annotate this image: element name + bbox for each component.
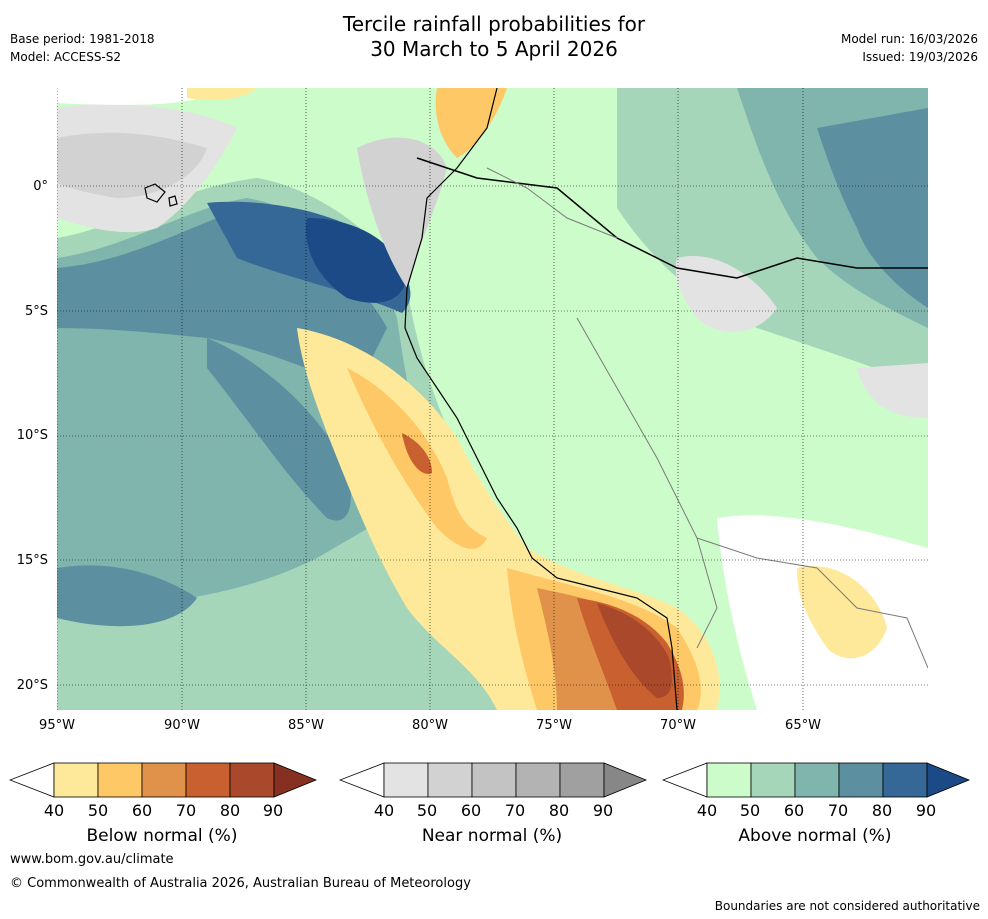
legend-right-extension — [926, 762, 971, 798]
tick-above-60: 60 — [783, 801, 805, 820]
region-near-60 — [57, 132, 207, 198]
legend-swatch — [882, 762, 928, 798]
legend-left-extension — [339, 762, 385, 798]
region-below-se — [797, 566, 887, 659]
tick-above-90: 90 — [915, 801, 937, 820]
region-above-70-south — [57, 565, 197, 627]
footer-disclaimer: Boundaries are not considered authoritat… — [714, 899, 980, 913]
legend-above-normal — [662, 762, 971, 798]
gridlines — [57, 88, 928, 710]
footer-url: www.bom.gov.au/climate — [10, 852, 174, 867]
tick-near-70: 70 — [504, 801, 526, 820]
galapagos-islands — [144, 183, 178, 207]
tick-below-60: 60 — [131, 801, 153, 820]
tick-below-90: 90 — [262, 801, 284, 820]
region-near-coast — [357, 137, 447, 288]
lon-label-80w: 80°W — [412, 718, 448, 733]
tick-below-50: 50 — [87, 801, 109, 820]
lon-label-75w: 75°W — [536, 718, 572, 733]
base-period: Base period: 1981-2018 — [10, 32, 155, 46]
lat-label-15s: 15°S — [16, 553, 48, 568]
issued-date: Issued: 19/03/2026 — [862, 50, 978, 64]
lon-label-90w: 90°W — [164, 718, 200, 733]
river-line — [416, 157, 928, 279]
legend-below-normal — [9, 762, 318, 798]
region-near-inland-1 — [675, 256, 777, 332]
legend-above-label: Above normal (%) — [738, 826, 892, 846]
tick-below-40: 40 — [43, 801, 65, 820]
tick-below-80: 80 — [219, 801, 241, 820]
title-line-1: Tercile rainfall probabilities for — [342, 12, 646, 36]
lon-label-95w: 95°W — [39, 718, 75, 733]
legend-swatch — [185, 762, 231, 798]
legend-below-label: Below normal (%) — [86, 826, 238, 846]
lat-label-5s: 5°S — [24, 304, 48, 319]
region-below-nw — [187, 88, 257, 100]
lat-label-20s: 20°S — [16, 678, 48, 693]
legend-near-normal — [339, 762, 648, 798]
legend-swatch — [97, 762, 143, 798]
legend-left-extension — [662, 762, 708, 798]
meta-right: Model run: 16/03/2026 Issued: 19/03/2026 — [841, 30, 978, 66]
footer-copyright: © Commonwealth of Australia 2026, Austra… — [10, 876, 471, 891]
tick-near-40: 40 — [373, 801, 395, 820]
rainfall-map — [57, 88, 928, 710]
legend-swatch — [53, 762, 99, 798]
legend-swatch — [750, 762, 796, 798]
tick-near-50: 50 — [416, 801, 438, 820]
tick-above-50: 50 — [739, 801, 761, 820]
tick-near-60: 60 — [460, 801, 482, 820]
region-below-80-north — [402, 433, 432, 474]
coastline — [404, 88, 678, 710]
region-above-90 — [306, 218, 407, 303]
legend-right-extension — [273, 762, 318, 798]
lat-label-10s: 10°S — [16, 428, 48, 443]
tick-above-70: 70 — [827, 801, 849, 820]
border-lines — [486, 167, 718, 649]
legend-swatch — [383, 762, 429, 798]
legend-swatch — [427, 762, 473, 798]
region-white-nw — [57, 88, 217, 105]
legend-near-label: Near normal (%) — [421, 826, 563, 846]
meta-left: Base period: 1981-2018 Model: ACCESS-S2 — [10, 30, 155, 66]
legend-swatch — [229, 762, 275, 798]
region-near-inland-2 — [857, 363, 928, 418]
legend-right-extension — [603, 762, 648, 798]
region-above-70-east — [817, 108, 928, 308]
region-below-north — [435, 88, 507, 158]
legend-swatch — [838, 762, 884, 798]
lat-label-0: 0° — [33, 179, 48, 194]
legend-left-extension — [9, 762, 55, 798]
tick-near-80: 80 — [548, 801, 570, 820]
tick-above-40: 40 — [696, 801, 718, 820]
legend-swatch — [141, 762, 187, 798]
legend-swatch — [794, 762, 840, 798]
legend-swatch — [559, 762, 605, 798]
legend-swatch — [515, 762, 561, 798]
tick-above-80: 80 — [871, 801, 893, 820]
region-above-70-diag — [207, 338, 351, 521]
legend-swatch — [471, 762, 517, 798]
border-lines-east — [696, 537, 928, 669]
tick-near-90: 90 — [592, 801, 614, 820]
model-run: Model run: 16/03/2026 — [840, 32, 978, 46]
region-below-90 — [597, 603, 672, 698]
lon-label-85w: 85°W — [288, 718, 324, 733]
tick-below-70: 70 — [175, 801, 197, 820]
legend-swatch — [706, 762, 752, 798]
lon-label-65w: 65°W — [785, 718, 821, 733]
lon-label-70w: 70°W — [660, 718, 696, 733]
model-name: Model: ACCESS-S2 — [10, 50, 122, 64]
chart-title: Tercile rainfall probabilities for 30 Ma… — [0, 12, 988, 62]
title-line-2: 30 March to 5 April 2026 — [370, 37, 618, 61]
